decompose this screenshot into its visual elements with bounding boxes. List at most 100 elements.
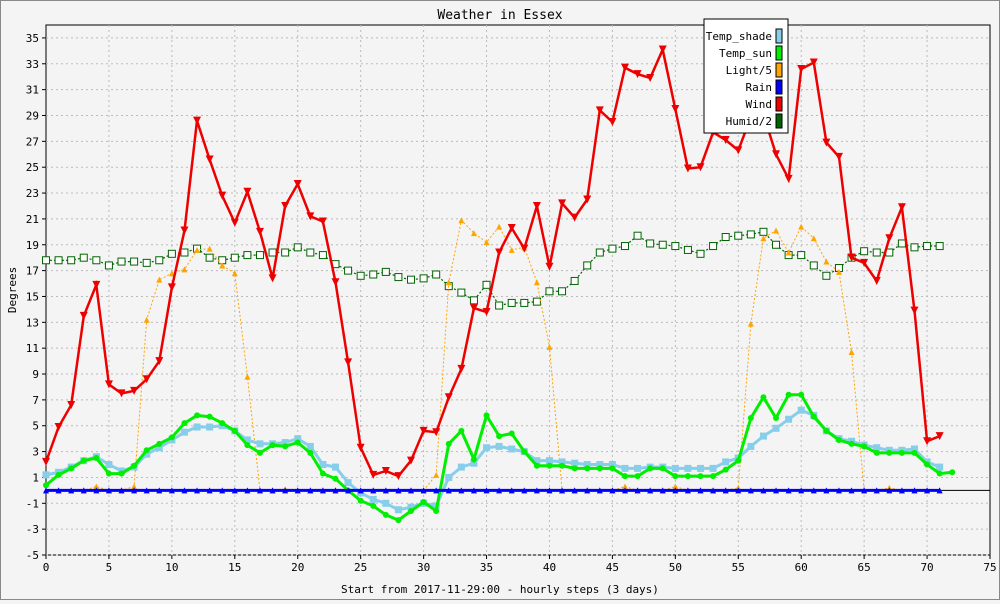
data-point-temp-sun <box>697 473 704 480</box>
data-point-humid-2 <box>482 280 491 289</box>
y-tick-label: 31 <box>26 84 39 97</box>
data-point-temp-shade <box>42 471 50 479</box>
data-point-temp-sun <box>168 434 175 441</box>
data-point-wind <box>344 358 353 367</box>
data-point-wind <box>822 138 831 147</box>
legend-label-light-5: Light/5 <box>726 64 772 77</box>
data-point-temp-sun <box>194 412 201 419</box>
data-point-wind <box>155 357 164 366</box>
data-point-temp-sun <box>760 394 767 401</box>
data-point-temp-sun <box>370 502 377 509</box>
data-point-wind <box>482 307 491 316</box>
data-point-rain <box>773 487 780 494</box>
data-point-rain <box>80 487 87 494</box>
data-point-humid-2 <box>532 297 541 306</box>
data-point-humid-2 <box>809 261 818 270</box>
data-point-humid-2 <box>243 251 252 260</box>
data-point-temp-sun <box>483 412 490 419</box>
data-point-light-5 <box>621 483 628 490</box>
data-point-light-5 <box>181 266 188 273</box>
data-point-rain <box>244 487 251 494</box>
data-point-wind <box>469 304 478 313</box>
data-point-wind <box>633 70 642 79</box>
data-point-humid-2 <box>419 274 428 283</box>
data-point-humid-2 <box>570 276 579 285</box>
data-point-temp-sun <box>244 442 251 449</box>
data-point-wind <box>92 280 101 289</box>
data-point-temp-sun <box>445 440 452 447</box>
data-point-temp-sun <box>105 470 112 477</box>
y-tick-label: 7 <box>32 394 39 407</box>
data-point-temp-sun <box>886 449 893 456</box>
series-rain <box>43 487 943 494</box>
series-line-light-5 <box>46 219 940 491</box>
data-point-temp-sun <box>735 457 742 464</box>
data-point-temp-sun <box>571 465 578 472</box>
y-tick-label: 21 <box>26 213 39 226</box>
data-point-temp-sun <box>458 427 465 434</box>
x-tick-label: 75 <box>983 561 996 574</box>
data-point-rain <box>420 487 427 494</box>
data-point-humid-2 <box>872 248 881 257</box>
data-point-humid-2 <box>117 257 126 266</box>
data-point-wind <box>130 386 139 395</box>
data-point-temp-sun <box>533 462 540 469</box>
data-point-rain <box>294 487 301 494</box>
data-point-temp-shade <box>545 457 553 465</box>
data-point-temp-sun <box>722 466 729 473</box>
data-point-rain <box>508 487 515 494</box>
data-point-light-5 <box>835 268 842 275</box>
data-point-light-5 <box>445 279 452 286</box>
chart-title: Weather in Essex <box>437 8 562 23</box>
data-point-wind <box>897 203 906 212</box>
data-point-rain <box>131 487 138 494</box>
data-point-humid-2 <box>79 253 88 262</box>
series-temp-sun <box>43 391 956 524</box>
data-point-humid-2 <box>495 301 504 310</box>
data-point-temp-sun <box>43 482 49 489</box>
legend-swatch-wind <box>775 96 783 112</box>
data-point-temp-sun <box>949 469 956 476</box>
data-point-humid-2 <box>935 242 944 251</box>
data-point-temp-shade <box>457 463 465 471</box>
x-tick-label: 35 <box>480 561 493 574</box>
data-point-rain <box>911 487 918 494</box>
data-point-temp-shade <box>722 458 730 466</box>
data-point-wind <box>205 155 214 164</box>
data-point-humid-2 <box>520 298 529 307</box>
data-point-temp-sun <box>609 465 616 472</box>
x-tick-label: 15 <box>228 561 241 574</box>
data-point-wind <box>369 470 378 479</box>
data-point-humid-2 <box>155 256 164 265</box>
data-point-wind <box>608 117 617 126</box>
data-point-wind <box>671 105 680 114</box>
data-point-temp-sun <box>936 470 943 477</box>
data-point-temp-sun <box>294 439 301 446</box>
y-tick-label: 15 <box>26 290 39 303</box>
data-point-humid-2 <box>633 231 642 240</box>
data-point-temp-sun <box>798 391 805 398</box>
data-point-rain <box>105 487 112 494</box>
x-tick-label: 10 <box>165 561 178 574</box>
data-point-light-5 <box>798 223 805 230</box>
data-point-humid-2 <box>130 257 139 266</box>
data-point-rain <box>445 487 452 494</box>
data-point-temp-shade <box>797 406 805 414</box>
data-point-rain <box>886 487 893 494</box>
data-point-light-5 <box>131 483 138 490</box>
data-point-rain <box>533 487 540 494</box>
data-point-humid-2 <box>746 230 755 239</box>
y-tick-label: 11 <box>26 342 39 355</box>
data-point-temp-sun <box>521 448 528 455</box>
data-point-wind <box>381 466 390 475</box>
data-point-temp-sun <box>68 465 75 472</box>
data-point-wind <box>495 248 504 257</box>
data-point-wind <box>721 136 730 145</box>
y-tick-label: 17 <box>26 265 39 278</box>
data-point-light-5 <box>747 320 754 327</box>
data-point-rain <box>194 487 201 494</box>
data-point-temp-sun <box>357 497 364 504</box>
data-point-humid-2 <box>306 248 315 257</box>
data-point-wind <box>167 283 176 292</box>
data-point-humid-2 <box>759 227 768 236</box>
